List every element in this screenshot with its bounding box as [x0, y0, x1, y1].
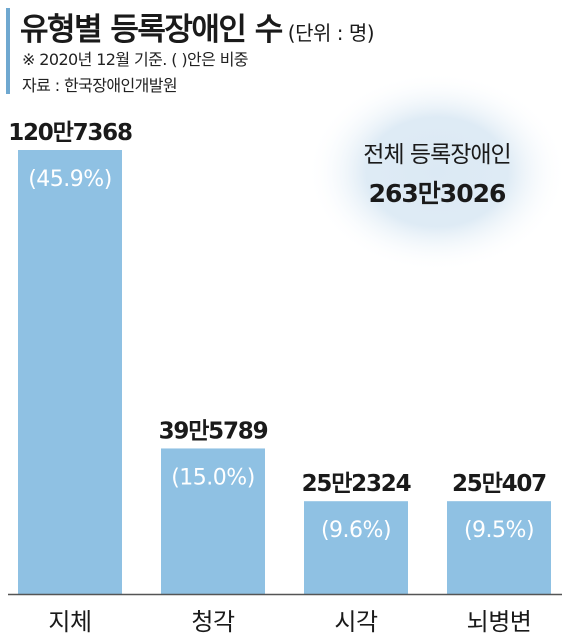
bar-0 [18, 150, 122, 594]
total-label: 전체 등록장애인 [363, 142, 510, 168]
value-label-2: 25만2324 [302, 471, 411, 497]
accent-bar [6, 8, 10, 94]
value-label-3: 25만407 [452, 471, 546, 497]
category-label-3: 뇌병변 [467, 608, 532, 636]
chart-source: 자료 : 한국장애인개발원 [22, 76, 178, 95]
share-label-0: (45.9%) [28, 167, 112, 192]
value-label-1: 39만5789 [159, 418, 268, 444]
category-label-0: 지체 [48, 608, 91, 636]
chart-note: ※ 2020년 12월 기준. ( )안은 비중 [22, 50, 249, 69]
category-label-2: 시각 [334, 608, 378, 636]
bars-group: 120만7368 (45.9%) 지체 39만5789 (15.0%) 청각 25만2324… [8, 120, 551, 636]
chart-header: 유형별 등록장애인 수 (단위 : 명) [20, 4, 375, 49]
total-value: 263만3026 [369, 179, 506, 208]
chart-unit: (단위 : 명) [287, 21, 375, 45]
category-label-1: 청각 [191, 608, 235, 636]
bar-2 [304, 501, 408, 594]
share-label-1: (15.0%) [171, 465, 255, 490]
chart-title: 유형별 등록장애인 수 (단위 : 명) [20, 12, 375, 48]
total-bubble [307, 72, 567, 272]
bar-3 [447, 501, 551, 594]
bar-1 [161, 448, 265, 594]
chart-title-text: 유형별 등록장애인 수 [20, 12, 283, 48]
value-label-0: 120만7368 [8, 120, 132, 146]
share-label-2: (9.6%) [321, 518, 391, 543]
share-label-3: (9.5%) [464, 518, 534, 543]
